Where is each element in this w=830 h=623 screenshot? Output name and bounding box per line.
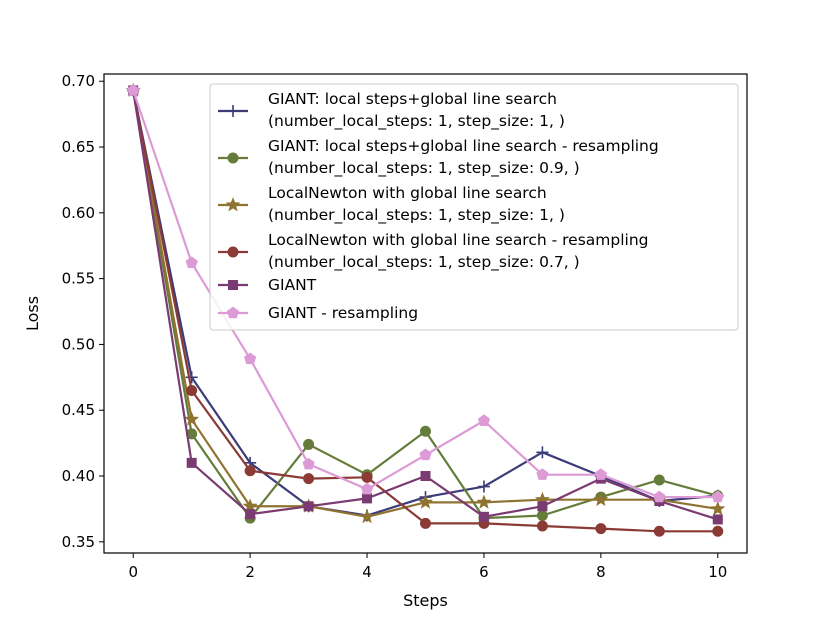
y-tick-label: 0.35	[62, 533, 95, 551]
data-point	[228, 280, 238, 290]
x-tick-label: 6	[479, 563, 489, 581]
data-point	[227, 152, 239, 164]
y-tick-label: 0.70	[62, 72, 95, 90]
data-point	[653, 525, 665, 537]
data-point	[536, 520, 548, 532]
data-point	[127, 84, 140, 96]
data-point	[653, 490, 666, 503]
data-point	[303, 501, 314, 512]
data-point	[185, 256, 198, 269]
data-point	[536, 509, 548, 521]
data-point	[478, 511, 489, 522]
data-point	[186, 384, 198, 396]
data-point	[244, 465, 256, 477]
x-tick-label: 4	[362, 563, 372, 581]
data-point	[477, 480, 490, 493]
legend-item: GIANT	[218, 276, 317, 294]
y-tick-label: 0.65	[62, 138, 95, 156]
data-point	[711, 490, 724, 503]
y-axis-label: Loss	[23, 296, 42, 331]
axes-frame	[103, 73, 748, 554]
legend-label-params: (number_local_steps: 1, step_size: 0.7, …	[268, 253, 580, 272]
data-point	[536, 468, 549, 480]
data-point	[242, 498, 258, 513]
data-point	[653, 474, 665, 486]
legend-label: GIANT: local steps+global line search	[268, 90, 557, 108]
y-tick-label: 0.55	[62, 270, 95, 288]
data-point	[184, 411, 200, 426]
legend-label: GIANT: local steps+global line search - …	[268, 137, 659, 155]
data-point	[593, 491, 609, 507]
series-group	[125, 82, 726, 537]
data-point	[303, 438, 315, 450]
data-point	[419, 448, 432, 461]
data-point	[420, 425, 431, 437]
data-point	[227, 246, 239, 258]
legend-item: LocalNewton with global line search - re…	[218, 231, 649, 272]
data-point	[710, 501, 726, 516]
legend-label: GIANT	[268, 276, 317, 294]
legend-label-params: (number_local_steps: 1, step_size: 1, )	[268, 112, 565, 131]
data-point	[359, 508, 375, 524]
data-point	[227, 105, 239, 117]
data-point	[186, 457, 197, 468]
data-point	[360, 482, 374, 495]
x-tick-label: 10	[708, 563, 727, 581]
y-tick-label: 0.45	[62, 401, 95, 419]
data-point	[302, 457, 315, 470]
legend-item: LocalNewton with global line search (numb…	[218, 184, 565, 225]
data-point	[536, 446, 549, 459]
data-point	[712, 525, 724, 537]
data-point	[537, 501, 548, 512]
data-point	[185, 371, 198, 384]
legend-item: GIANT - resampling	[218, 304, 418, 322]
legend-box	[209, 83, 739, 331]
data-point	[362, 493, 373, 504]
data-point	[420, 517, 431, 529]
legend-label: LocalNewton with global line search	[268, 184, 547, 202]
data-point	[420, 471, 431, 482]
data-point	[226, 306, 240, 319]
y-tick-label: 0.50	[62, 335, 95, 353]
data-point	[225, 197, 241, 212]
data-point	[245, 509, 256, 520]
axis-ticks: 0 2 4 6 8 10 0.35 0.40 0.45 0.50 0.55 0.60 0.65 0.70	[62, 72, 728, 581]
data-point	[476, 494, 492, 509]
data-point	[244, 352, 257, 365]
x-tick-label: 8	[596, 563, 606, 581]
data-point	[477, 414, 491, 426]
legend-item: GIANT: local steps+global line search (nu…	[218, 90, 565, 131]
legend-label: GIANT - resampling	[268, 304, 418, 322]
legend-label-params: (number_local_steps: 1, step_size: 1, )	[268, 206, 565, 225]
legend-label-params: (number_local_steps: 1, step_size: 0.9, …	[268, 159, 580, 178]
data-point	[594, 468, 607, 480]
data-point	[712, 514, 723, 525]
y-tick-label: 0.60	[62, 204, 95, 222]
legend-item: GIANT: local steps+global line search - …	[218, 137, 659, 178]
x-tick-label: 0	[128, 563, 138, 581]
legend: GIANT: local steps+global line search (nu…	[209, 83, 739, 331]
data-point	[303, 473, 315, 485]
data-point	[418, 494, 433, 509]
x-axis-label: Steps	[403, 591, 448, 610]
data-point	[361, 471, 373, 483]
data-point	[595, 523, 607, 535]
legend-label: LocalNewton with global line search - re…	[268, 231, 649, 249]
x-tick-label: 2	[245, 563, 255, 581]
y-tick-label: 0.40	[62, 467, 95, 485]
